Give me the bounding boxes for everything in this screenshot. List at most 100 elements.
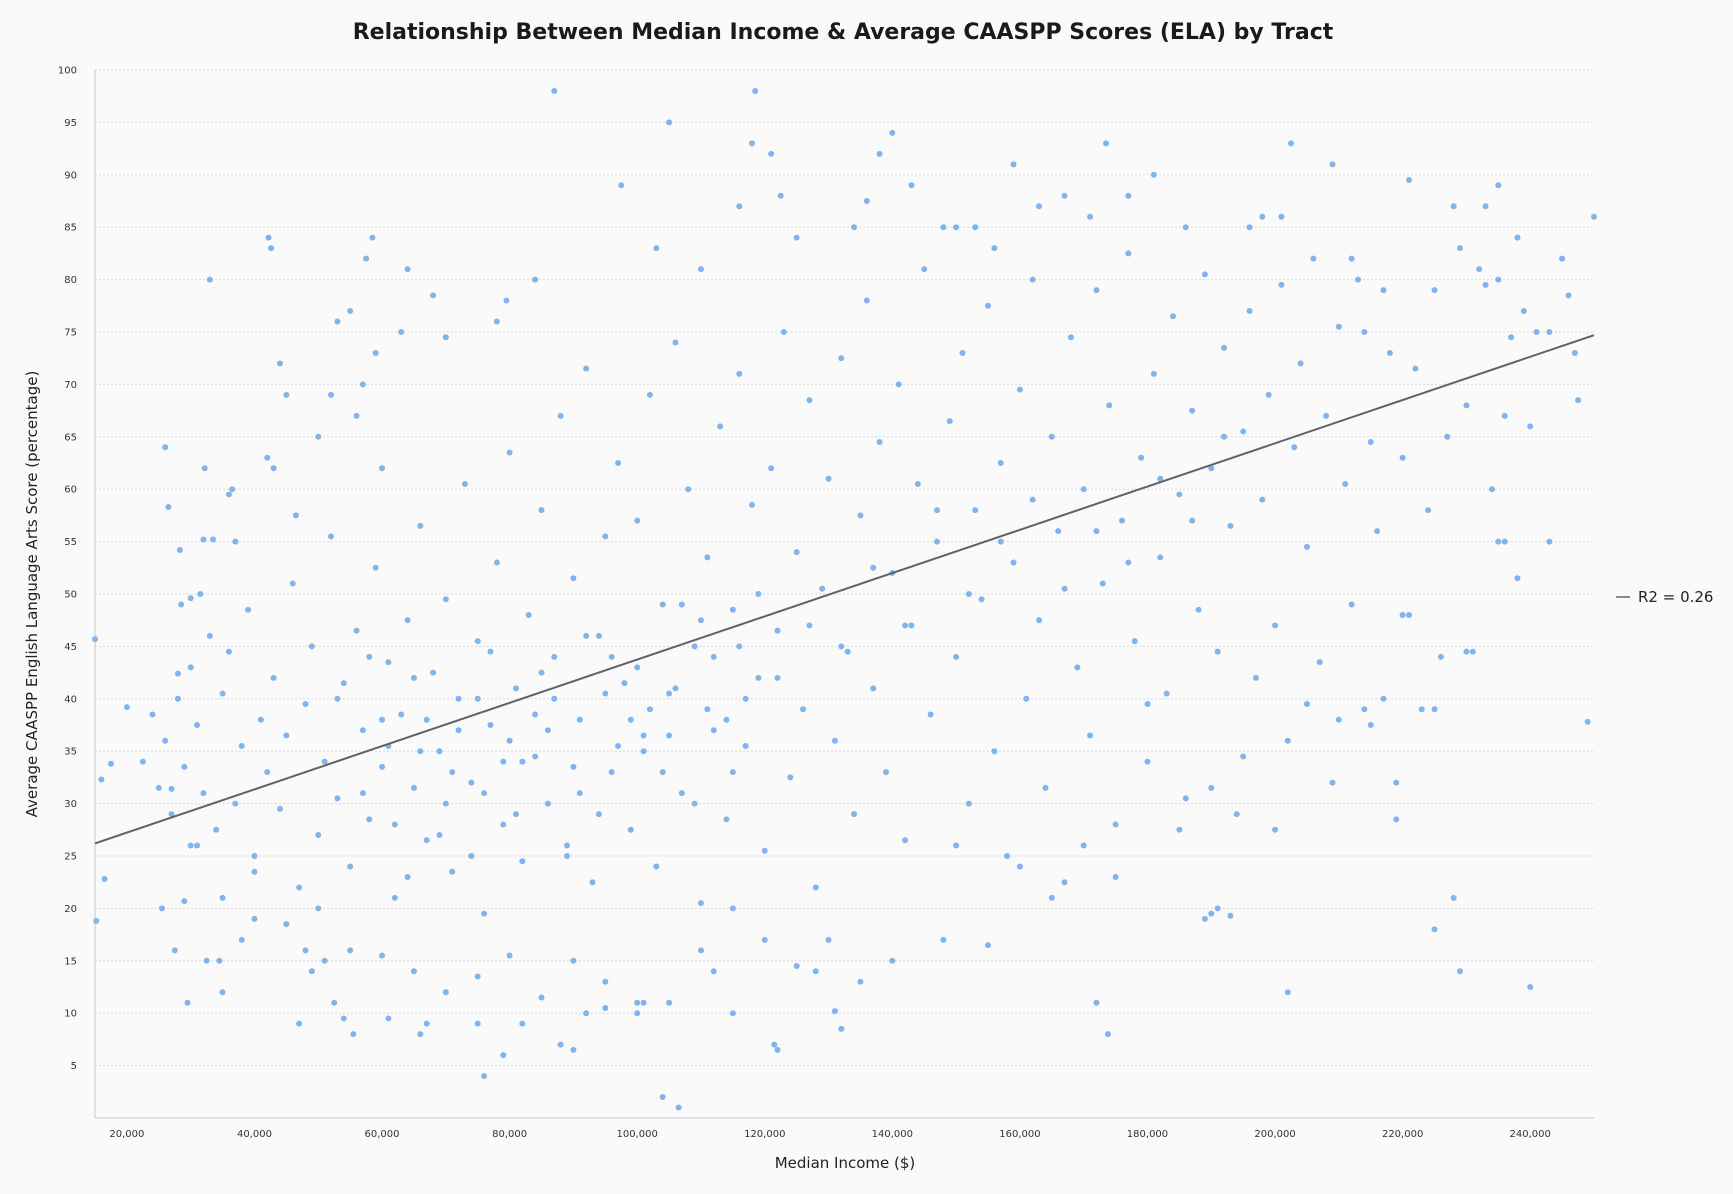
gridlines <box>95 69 1594 1067</box>
data-point <box>1240 428 1247 435</box>
data-point <box>1450 894 1457 901</box>
data-point <box>985 302 992 309</box>
data-point <box>264 454 271 461</box>
data-point <box>538 669 545 676</box>
y-tick-label: 90 <box>64 170 77 181</box>
data-point <box>1189 517 1196 524</box>
data-point <box>1482 203 1489 210</box>
data-point <box>1348 255 1355 262</box>
data-point <box>742 742 749 749</box>
data-point <box>723 816 730 823</box>
data-point <box>774 627 781 634</box>
x-tick-label: 180,000 <box>1127 1129 1168 1140</box>
data-point <box>621 680 628 687</box>
data-point <box>1310 255 1317 262</box>
data-point <box>800 706 807 713</box>
data-point <box>914 480 921 487</box>
data-point <box>838 355 845 362</box>
data-point <box>583 632 590 639</box>
data-point <box>410 784 417 791</box>
data-point <box>270 465 277 472</box>
data-point <box>238 936 245 943</box>
data-point <box>123 704 130 711</box>
data-point <box>761 936 768 943</box>
data-point <box>678 601 685 608</box>
data-point <box>1495 182 1502 189</box>
data-point <box>1406 177 1413 184</box>
data-point <box>1399 454 1406 461</box>
data-point <box>570 1046 577 1053</box>
data-point <box>634 999 641 1006</box>
data-point <box>1036 203 1043 210</box>
data-point <box>1182 795 1189 802</box>
data-point <box>398 329 405 335</box>
x-tick-label: 240,000 <box>1510 1129 1551 1140</box>
x-tick-label: 200,000 <box>1254 1129 1295 1140</box>
data-point <box>366 653 373 660</box>
data-point <box>1514 234 1521 241</box>
data-point <box>98 776 105 783</box>
data-point <box>1565 292 1572 299</box>
data-point <box>1246 224 1253 231</box>
data-point <box>659 601 666 608</box>
data-point <box>500 821 507 828</box>
data-point <box>442 596 449 603</box>
data-point <box>876 439 883 446</box>
data-point <box>276 360 283 367</box>
data-point <box>710 968 717 975</box>
data-point <box>965 800 972 807</box>
data-point <box>1527 423 1534 430</box>
data-point <box>350 1031 357 1038</box>
data-point <box>1571 349 1578 356</box>
data-point <box>646 391 653 398</box>
data-point <box>997 460 1004 466</box>
data-point <box>430 669 437 676</box>
data-point <box>608 769 615 776</box>
data-point <box>991 245 998 252</box>
data-point <box>538 507 545 514</box>
data-point <box>474 973 481 980</box>
y-axis-label: Average CAASPP English Language Arts Sco… <box>23 371 41 818</box>
data-point <box>1093 999 1100 1006</box>
data-point <box>340 1015 347 1022</box>
y-tick-label: 70 <box>64 380 77 391</box>
y-tick-label: 30 <box>64 799 77 810</box>
data-point <box>806 622 813 629</box>
data-point <box>219 894 226 901</box>
data-point <box>229 486 236 493</box>
data-point <box>1559 255 1566 262</box>
data-point <box>359 381 366 388</box>
data-point <box>902 622 909 629</box>
data-point <box>1125 192 1132 199</box>
data-point <box>1316 659 1323 666</box>
y-tick-label: 100 <box>58 66 77 77</box>
data-point <box>1508 334 1515 341</box>
data-point <box>646 706 653 713</box>
data-point <box>851 811 858 818</box>
chart-title: Relationship Between Median Income & Ave… <box>353 20 1334 45</box>
data-point <box>1329 779 1336 786</box>
data-point <box>1004 853 1011 859</box>
data-point <box>551 653 558 660</box>
legend: R2 = 0.26 <box>1616 588 1713 606</box>
data-point <box>187 595 194 602</box>
data-point <box>1048 894 1055 901</box>
data-point <box>1520 308 1527 315</box>
data-point <box>1393 816 1400 823</box>
data-point <box>404 266 411 273</box>
data-point <box>449 868 456 875</box>
data-point <box>793 549 800 556</box>
x-tick-label: 20,000 <box>109 1129 144 1140</box>
data-point <box>461 480 468 487</box>
data-point <box>1157 554 1164 561</box>
data-point <box>972 224 979 231</box>
data-point <box>564 842 571 849</box>
data-point <box>838 643 845 650</box>
data-point <box>379 763 386 770</box>
data-point <box>691 800 698 807</box>
data-point <box>1214 905 1221 912</box>
data-point <box>1176 491 1183 498</box>
data-point <box>200 790 207 797</box>
x-tick-label: 100,000 <box>617 1129 658 1140</box>
